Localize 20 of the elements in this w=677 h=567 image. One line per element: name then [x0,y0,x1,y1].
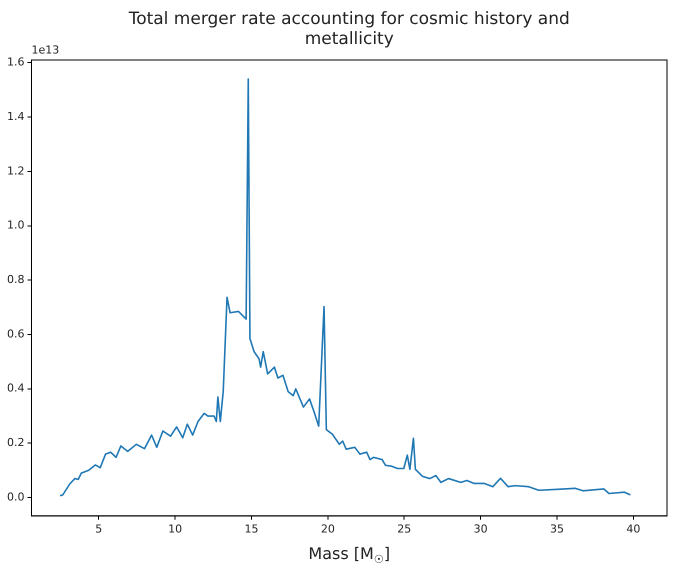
y-tick-label: 1.2 [6,164,24,178]
x-tick-label: 35 [550,522,564,536]
text: 1e13 [31,43,60,56]
x-tick-label: 5 [95,522,102,536]
y-tick-label: 0.2 [6,436,24,450]
chart-title: Total merger rate accounting for cosmic history and metallicity [128,9,570,49]
y-tick-label: 1.0 [6,218,24,232]
x-tick-label: 40 [626,522,640,536]
y-tick-label: 1.6 [6,56,24,69]
x-tick-label: 25 [397,522,412,536]
y-tick-label: 0.4 [6,382,24,395]
y-tick-label: 1.4 [6,110,24,123]
x-axis-title: Mass [M☉] [308,544,390,566]
x-tick-label: 10 [168,522,182,536]
x-tick-label: 20 [320,522,335,536]
x-tick-label: 15 [244,522,258,536]
y-tick-label: 0.0 [6,490,24,504]
y-tick-label: 0.6 [6,327,24,340]
x-tick-label: 30 [474,522,488,536]
y-tick-label: 0.8 [6,273,24,286]
